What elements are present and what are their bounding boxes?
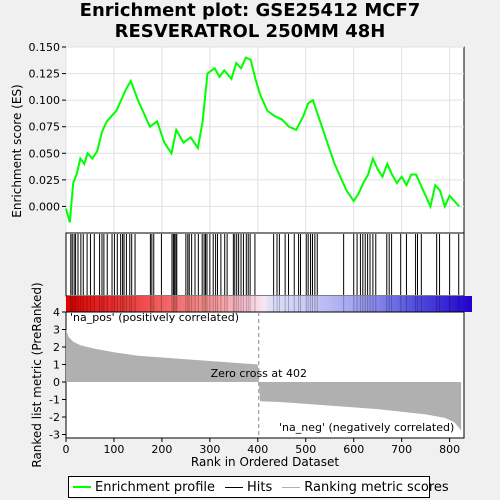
es-panel: 0.000 0.025 0.050 0.075 0.100 0.125 0.150 Enri…	[10, 41, 465, 234]
x-tick-label: 400	[247, 443, 268, 456]
es-y-tick-label: 0.100	[29, 94, 61, 107]
es-grid	[65, 46, 464, 233]
legend-item-enrichment: Enrichment profile	[73, 480, 215, 495]
legend-label-hits: Hits	[247, 479, 273, 495]
x-tick-label: 600	[343, 443, 364, 456]
legend: Enrichment profile Hits Ranking metric s…	[68, 476, 449, 498]
title-line-2: RESVERATROL 250MM 48H	[114, 21, 386, 42]
es-y-tick-label: 0.050	[29, 147, 61, 160]
ranking-panel: -3 -2 -1 0 1 2 3 4 0 100 200 300 400 500 600 700 800 Ze…	[30, 282, 465, 469]
x-tick-label: 200	[151, 443, 172, 456]
legend-item-hits: Hits	[225, 480, 272, 495]
ranking-y-tick-label: 4	[53, 306, 60, 319]
chart-title: Enrichment plot: GSE25412 MCF7 RESVERATR…	[0, 0, 500, 42]
hits-plot-area	[65, 232, 465, 297]
x-tick-label: 500	[295, 443, 316, 456]
x-tick-label: 800	[439, 443, 460, 456]
color-bar-gradient	[66, 296, 472, 312]
ranking-y-ticks: -3 -2 -1 0 1 2 3 4	[49, 306, 66, 442]
negative-correlation-label: 'na_neg' (negatively correlated)	[279, 421, 454, 434]
es-plot-area	[65, 46, 465, 234]
ranking-y-tick-label: -3	[49, 429, 60, 442]
x-tick-label: 100	[103, 443, 124, 456]
x-axis-label: Rank in Ordered Dataset	[191, 455, 339, 469]
es-y-tick-label: 0.025	[29, 174, 61, 187]
es-y-tick-label: 0.125	[29, 68, 61, 81]
ranking-color-bar	[66, 296, 472, 312]
ranking-y-tick-label: 0	[53, 376, 60, 389]
ranking-y-tick-label: 2	[53, 341, 60, 354]
es-y-axis-label: Enrichment score (ES)	[10, 84, 24, 217]
legend-label-ranking: Ranking metric scores	[304, 479, 449, 495]
legend-label-enrichment: Enrichment profile	[95, 479, 215, 495]
hits-panel	[65, 232, 465, 297]
enrichment-profile-line	[65, 56, 460, 223]
es-y-tick-label: 0.075	[29, 121, 61, 134]
title-line-1: Enrichment plot: GSE25412 MCF7	[79, 0, 421, 21]
legend-swatch-ranking	[282, 486, 301, 488]
ranking-y-tick-label: -2	[49, 411, 60, 424]
x-tick-label: 300	[199, 443, 220, 456]
ranking-y-tick-label: -1	[49, 394, 60, 407]
legend-swatch-hits	[225, 486, 243, 488]
zero-cross-label: Zero cross at 402	[211, 367, 307, 380]
ranking-y-axis-label: Ranked list metric (PreRanked)	[30, 282, 44, 467]
positive-correlation-label: 'na_pos' (positively correlated)	[70, 311, 239, 324]
hits-lines	[70, 234, 460, 295]
ranking-metric-area	[66, 329, 462, 431]
ranking-x-ticks: 0 100 200 300 400 500 600 700 800	[63, 438, 460, 456]
legend-item-ranking: Ranking metric scores	[282, 479, 449, 495]
es-y-ticks: 0.000 0.025 0.050 0.075 0.100 0.125 0.150	[29, 41, 66, 213]
x-tick-label: 0	[63, 443, 70, 456]
legend-swatch-enrichment	[73, 486, 91, 488]
es-y-tick-label: 0.000	[29, 200, 61, 213]
ranking-y-tick-label: 3	[53, 324, 60, 337]
es-y-tick-label: 0.150	[29, 41, 61, 54]
x-tick-label: 700	[391, 443, 412, 456]
color-bar-hit-marks	[70, 296, 460, 312]
ranking-y-tick-label: 1	[53, 359, 60, 372]
